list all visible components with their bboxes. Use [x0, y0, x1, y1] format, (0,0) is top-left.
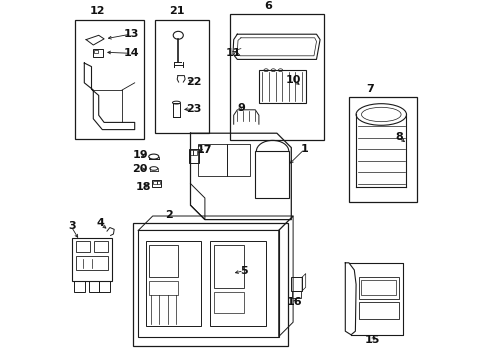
Bar [145, 241, 201, 326]
Text: 8: 8 [395, 132, 402, 142]
Bar [76, 241, 90, 252]
Text: 16: 16 [286, 297, 302, 307]
Bar [226, 144, 249, 176]
Bar [88, 281, 99, 292]
Bar [153, 181, 157, 184]
Bar [213, 245, 244, 288]
Text: 9: 9 [237, 103, 244, 113]
Text: 23: 23 [185, 104, 201, 114]
Text: 18: 18 [135, 182, 150, 192]
Bar [149, 245, 178, 277]
Bar [291, 277, 302, 291]
Bar [74, 281, 85, 292]
Bar [292, 291, 301, 298]
Bar [358, 277, 398, 299]
Text: 12: 12 [90, 6, 105, 16]
Text: 19: 19 [132, 150, 147, 160]
Text: 15: 15 [364, 335, 379, 345]
Bar [197, 144, 226, 176]
Bar [358, 302, 398, 319]
Text: 4: 4 [96, 218, 104, 228]
Bar [213, 292, 244, 313]
Text: 22: 22 [185, 77, 201, 87]
Bar [255, 151, 289, 198]
Bar [152, 180, 161, 187]
Bar [75, 20, 143, 139]
Bar [189, 150, 193, 155]
Text: 11: 11 [225, 48, 240, 58]
Bar [92, 49, 103, 57]
Text: 10: 10 [285, 75, 301, 85]
Bar [94, 241, 108, 252]
Text: 3: 3 [68, 221, 75, 231]
Bar [133, 223, 287, 346]
Text: 6: 6 [264, 1, 271, 12]
Bar [210, 241, 265, 326]
Bar [72, 238, 112, 281]
Bar [138, 230, 278, 337]
Text: 1: 1 [301, 144, 308, 154]
Text: 13: 13 [123, 29, 139, 39]
Bar [94, 50, 98, 53]
Bar [172, 103, 180, 117]
Text: 7: 7 [366, 84, 374, 94]
Bar [193, 150, 197, 155]
Text: 20: 20 [132, 164, 147, 174]
Bar [157, 181, 160, 184]
Text: 2: 2 [164, 210, 172, 220]
Bar [230, 14, 323, 140]
Bar [258, 70, 305, 103]
Text: 14: 14 [123, 48, 139, 58]
Bar [99, 281, 110, 292]
Text: 21: 21 [169, 6, 184, 16]
Text: 17: 17 [196, 145, 211, 156]
Bar [188, 149, 199, 163]
Bar [149, 281, 178, 295]
Bar [361, 280, 395, 295]
Bar [154, 20, 208, 133]
Bar [76, 256, 108, 270]
Text: 5: 5 [240, 266, 248, 276]
Bar [348, 97, 416, 202]
